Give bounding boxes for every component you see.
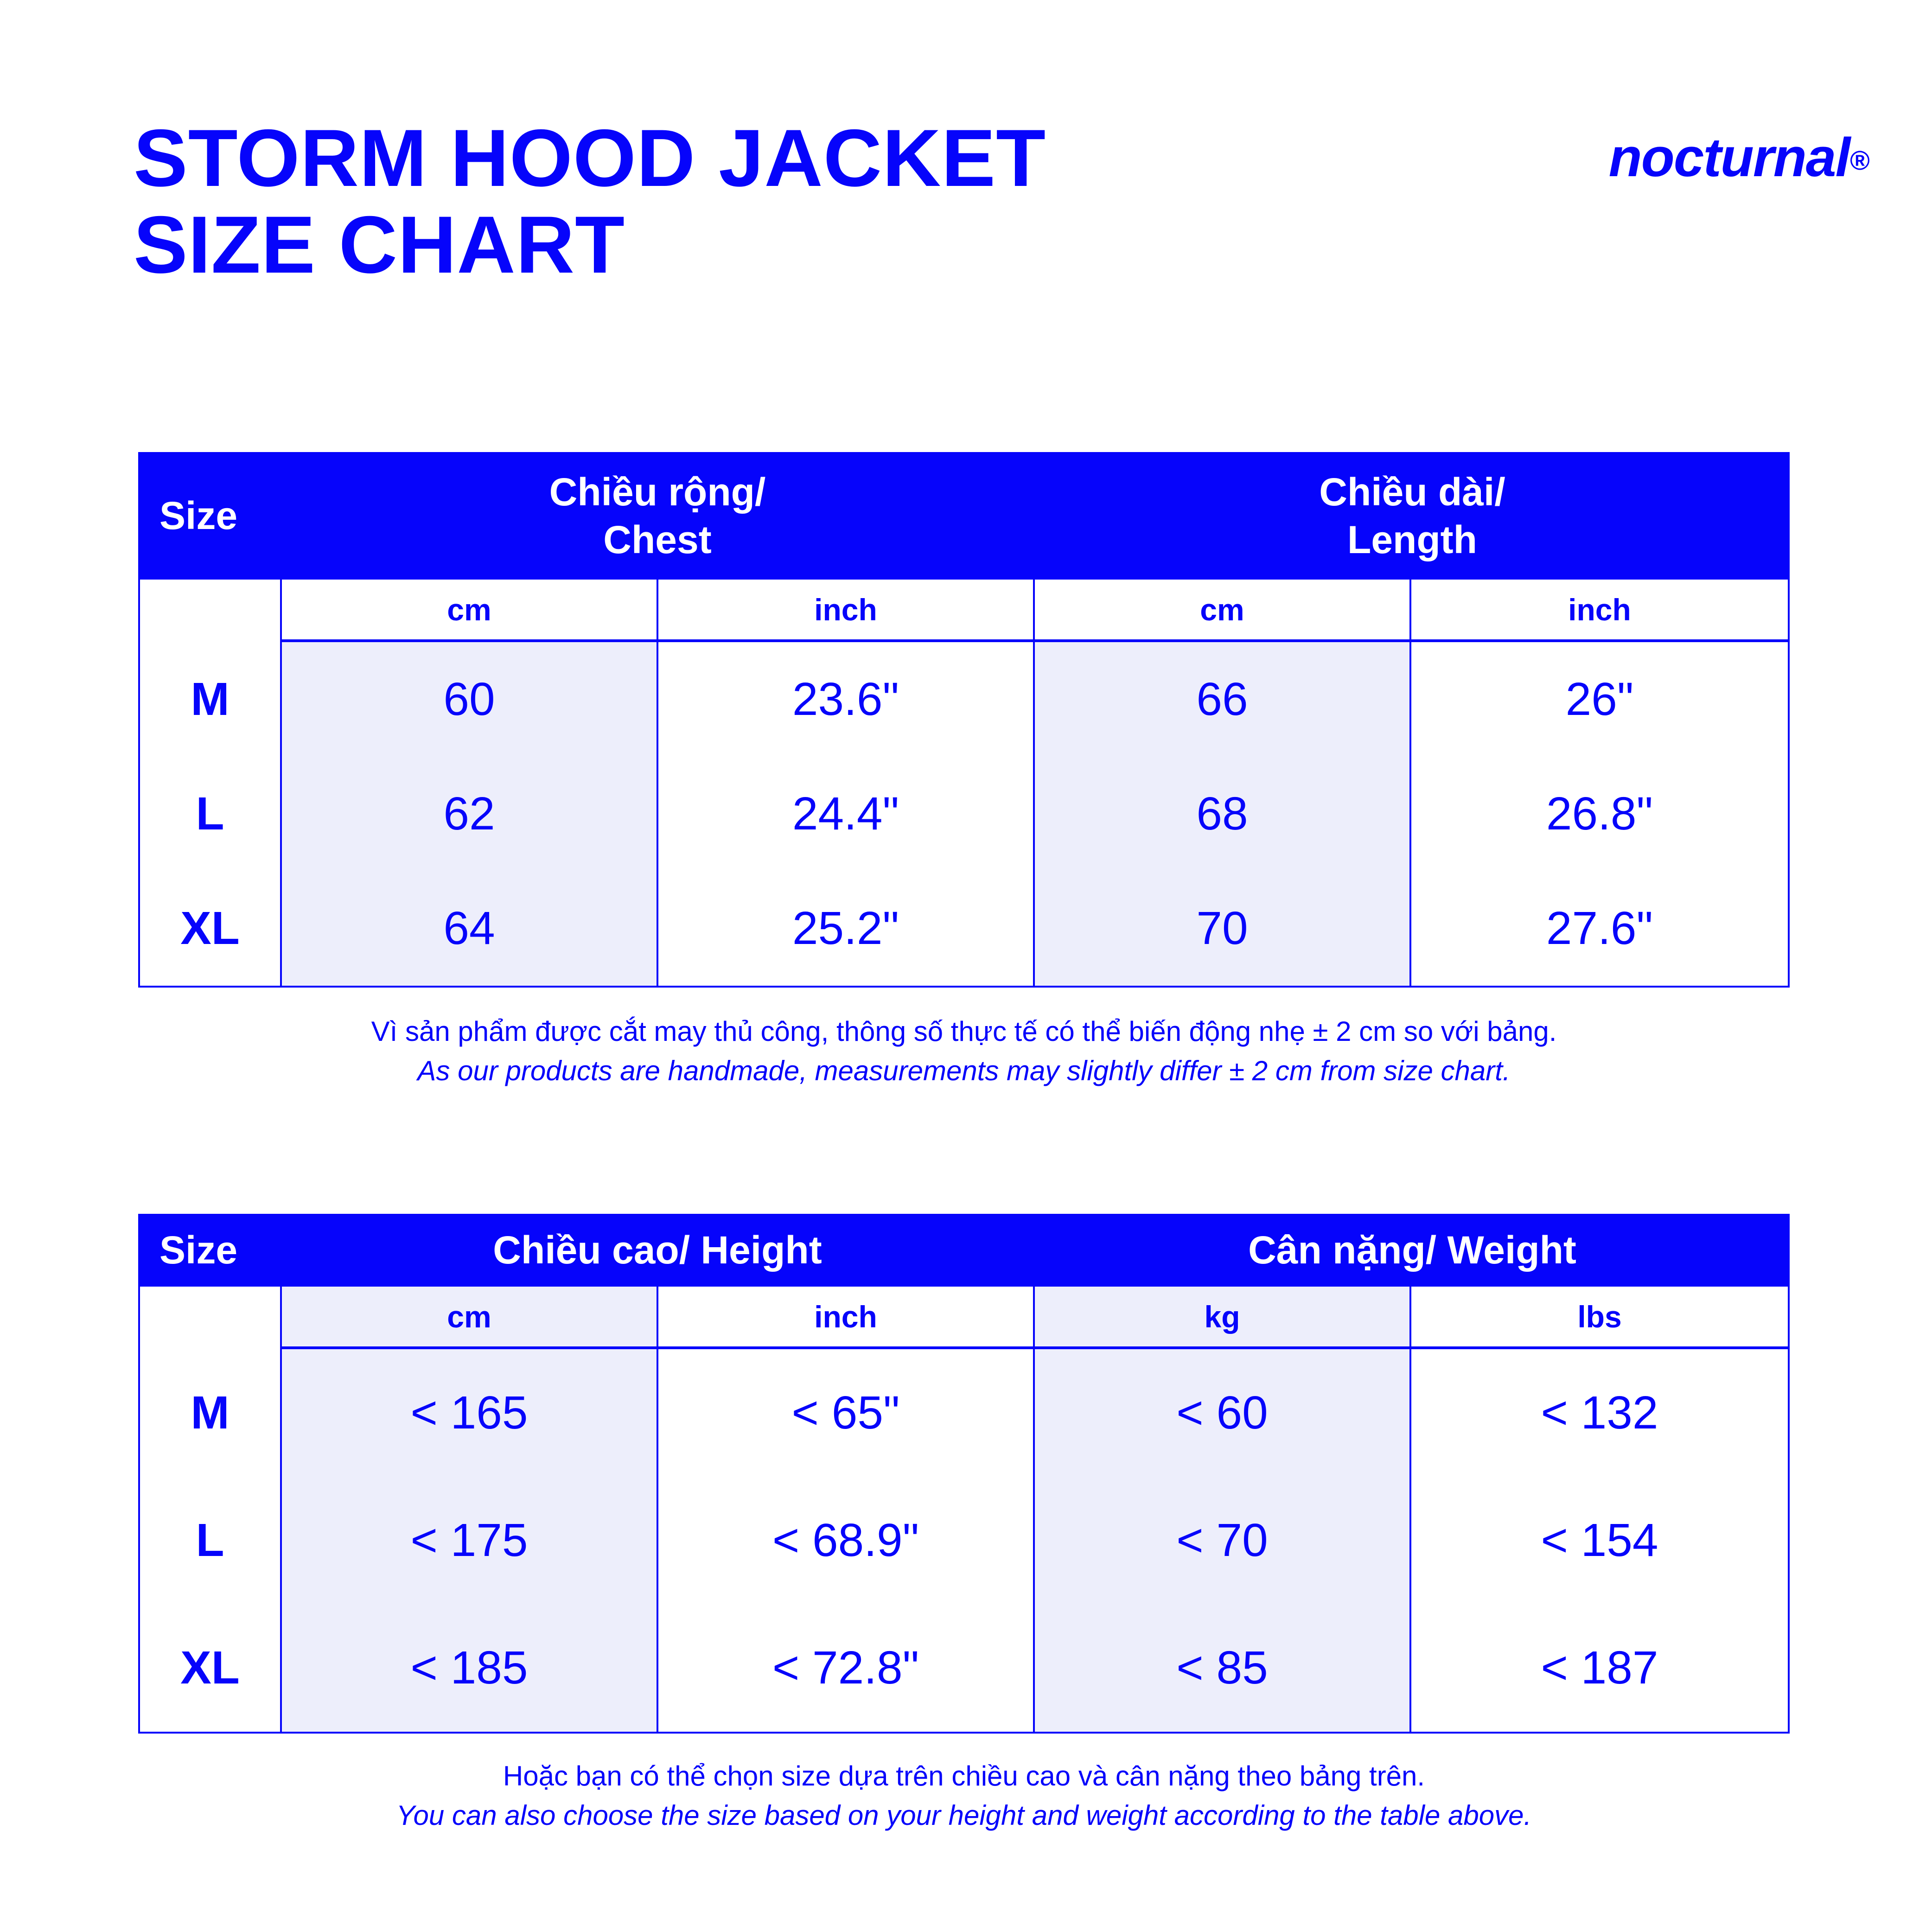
table1-cell: 62 [282,757,658,871]
table1-note-english: As our products are handmade, measuremen… [417,1055,1511,1087]
table2-unit-height-inch: inch [658,1287,1035,1349]
table1-row-size: L [140,757,282,871]
table1-header-length-vi: Chiều dài/ [1319,470,1505,514]
table2-row-size: L [140,1477,282,1604]
table1-unit-corner [140,580,282,642]
brand-name: nocturnal [1608,127,1851,188]
table2-header-band: Size Chiều cao/ Height Cân nặng/ Weight [138,1214,1790,1287]
table2-cell: < 187 [1541,1642,1658,1694]
size-table-body: Size Chiều cao/ Height Cân nặng/ Weight … [138,1214,1790,1734]
table2-cell: < 132 [1541,1387,1658,1439]
table1-unit-length-inch: inch [1411,580,1788,642]
table1-notes: Vì sản phẩm được cắt may thủ công, thông… [138,1012,1790,1090]
table2-header-height: Chiều cao/ Height [493,1228,822,1272]
table1-row-size: M [140,642,282,757]
table1-cell: 27.6" [1546,902,1653,954]
table1-header-chest: Chiều rộng/ Chest [280,452,1035,580]
table1-cell: 60 [282,642,658,757]
table1-cell: 68 [1035,757,1411,871]
table2-row-size: XL [140,1604,282,1732]
table2-notes: Hoặc bạn có thể chọn size dựa trên chiều… [138,1756,1790,1835]
table2-unit-height-cm: cm [282,1287,658,1349]
table1-cell: 26.8" [1546,788,1653,840]
table1-header-length: Chiều dài/ Length [1035,452,1790,580]
table2-note-english: You can also choose the size based on yo… [396,1800,1532,1831]
table1-row-size: XL [140,871,282,986]
table1-header-length-en: Length [1347,517,1477,561]
registered-mark: ® [1849,146,1869,176]
table1-header-chest-en: Chest [603,517,712,561]
table1-unit-chest-cm: cm [282,580,658,642]
page-title: STORM HOOD JACKET SIZE CHART [134,115,1046,289]
table2-cell: < 72.8" [658,1604,1035,1732]
table1-grid: cm inch cm inch M 60 23.6" 66 26" L 62 2… [138,580,1790,988]
size-table-dimensions: Size Chiều rộng/ Chest Chiều dài/ Length… [138,452,1790,988]
table1-unit-length-cm: cm [1035,580,1411,642]
table2-cell: < 165 [282,1349,658,1477]
page-title-line2: SIZE CHART [134,200,625,291]
table1-header-band: Size Chiều rộng/ Chest Chiều dài/ Length [138,452,1790,580]
table2-grid: cm inch kg lbs M < 165 < 65" < 60 < 132 … [138,1287,1790,1734]
table1-cell: 24.4" [658,757,1035,871]
table2-header-size: Size [159,1228,238,1272]
page-title-line1: STORM HOOD JACKET [134,113,1046,204]
table2-cell: < 70 [1035,1477,1411,1604]
table1-cell: 25.2" [658,871,1035,986]
table1-cell: 26" [1565,673,1634,725]
table1-unit-chest-inch: inch [658,580,1035,642]
table2-unit-weight-kg: kg [1035,1287,1411,1349]
table1-header-size: Size [159,494,238,537]
table2-cell: < 175 [282,1477,658,1604]
table2-cell: < 154 [1541,1514,1658,1566]
table1-cell: 70 [1035,871,1411,986]
table2-cell: < 68.9" [658,1477,1035,1604]
table2-cell: < 85 [1035,1604,1411,1732]
table2-cell: < 65" [658,1349,1035,1477]
table2-cell: < 60 [1035,1349,1411,1477]
table2-note-vietnamese: Hoặc bạn có thể chọn size dựa trên chiều… [503,1760,1425,1792]
table2-cell: < 185 [282,1604,658,1732]
table1-header-chest-vi: Chiều rộng/ [549,470,766,514]
table2-row-size: M [140,1349,282,1477]
table2-header-weight: Cân nặng/ Weight [1248,1228,1576,1272]
table1-cell: 66 [1035,642,1411,757]
table1-cell: 23.6" [658,642,1035,757]
brand-logo: nocturnal® [1609,126,1869,189]
table1-note-vietnamese: Vì sản phẩm được cắt may thủ công, thông… [371,1016,1557,1047]
table1-cell: 64 [282,871,658,986]
table2-unit-weight-lbs: lbs [1411,1287,1788,1349]
table2-unit-corner [140,1287,282,1349]
